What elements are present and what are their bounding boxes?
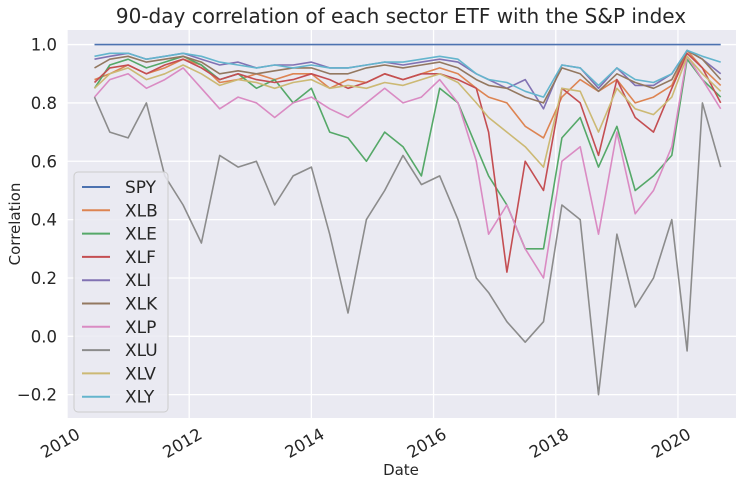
x-axis-ticks: 2010 2012 2014 2016 2018 2020 bbox=[37, 425, 694, 462]
series-line-xle bbox=[93, 55, 722, 250]
x-tick-label: 2018 bbox=[526, 425, 572, 462]
legend-label-xlu: XLU bbox=[125, 341, 158, 361]
series-lines bbox=[93, 43, 722, 396]
chart-title: 90-day correlation of each sector ETF wi… bbox=[116, 4, 686, 28]
legend-label-spy: SPY bbox=[125, 178, 157, 198]
legend-label-xlk: XLK bbox=[125, 295, 158, 315]
legend-box bbox=[73, 171, 169, 413]
y-tick-label: 0.8 bbox=[31, 94, 57, 113]
legend-label-xlp: XLP bbox=[125, 318, 156, 338]
legend: SPY XLB XLE XLF XLI XLK XLP XLU XLV XLY bbox=[73, 171, 169, 413]
y-axis-label: Correlation bbox=[6, 183, 24, 266]
x-tick-label: 2012 bbox=[160, 425, 206, 462]
x-tick-label: 2014 bbox=[282, 425, 328, 462]
y-tick-label: 0.2 bbox=[31, 269, 57, 288]
legend-label-xlf: XLF bbox=[125, 248, 156, 268]
x-tick-label: 2020 bbox=[648, 425, 694, 462]
x-axis-label: Date bbox=[383, 461, 419, 479]
y-tick-label: 0.6 bbox=[31, 152, 57, 171]
x-tick-label: 2010 bbox=[37, 425, 83, 462]
legend-label-xlv: XLV bbox=[125, 364, 156, 384]
y-tick-label: 1.0 bbox=[31, 36, 57, 55]
series-line-xli bbox=[94, 49, 722, 110]
series-line-xlu bbox=[93, 96, 722, 396]
y-tick-label: 0.4 bbox=[31, 211, 57, 230]
y-tick-label: −0.2 bbox=[17, 386, 57, 405]
series-line-xlp bbox=[93, 55, 722, 279]
series-line-xly bbox=[94, 49, 721, 98]
x-tick-label: 2016 bbox=[404, 425, 450, 462]
series-line-xlf bbox=[93, 52, 722, 273]
y-tick-label: 0.0 bbox=[31, 327, 57, 346]
legend-label-xle: XLE bbox=[125, 225, 157, 245]
series-line-xlk bbox=[94, 49, 722, 104]
grid-lines bbox=[66, 30, 736, 418]
legend-label-xlb: XLB bbox=[125, 201, 158, 221]
series-line-xlv bbox=[93, 55, 722, 168]
y-axis-ticks: −0.2 0.0 0.2 0.4 0.6 0.8 1.0 bbox=[17, 36, 57, 405]
legend-label-xli: XLI bbox=[125, 271, 151, 291]
legend-label-xly: XLY bbox=[125, 388, 155, 408]
